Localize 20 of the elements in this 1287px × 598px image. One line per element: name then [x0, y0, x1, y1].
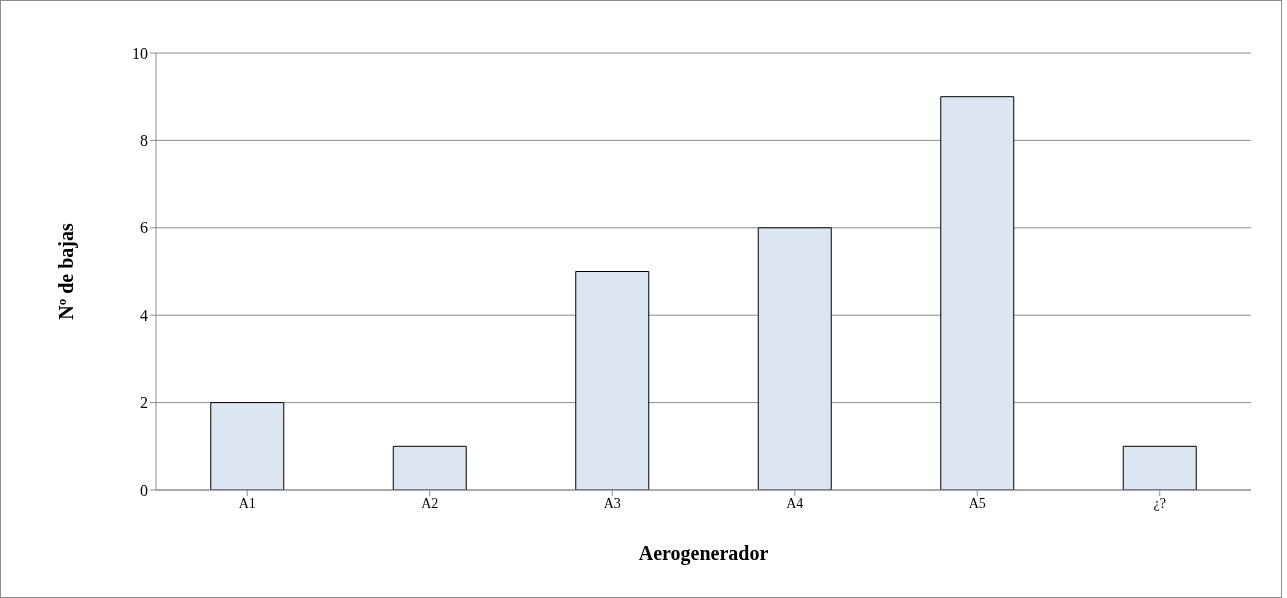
- y-tick-label: 0: [140, 481, 148, 499]
- x-tick-label: A3: [603, 495, 621, 511]
- y-tick-label: 8: [140, 132, 148, 150]
- x-axis-title: Aerogenerador: [638, 542, 769, 565]
- bar: [757, 227, 832, 490]
- x-tick-label: A4: [786, 495, 804, 511]
- y-tick-label: 10: [132, 44, 148, 62]
- y-tick-label: 4: [140, 306, 148, 324]
- bar: [392, 445, 467, 490]
- bar: [1122, 445, 1197, 490]
- x-tick-label: A2: [421, 495, 439, 511]
- bar: [575, 271, 650, 490]
- x-tick-label: A1: [238, 495, 256, 511]
- y-axis-title: Nº de bajas: [55, 222, 79, 320]
- y-tick-label: 2: [140, 394, 148, 412]
- bar: [210, 402, 285, 490]
- x-tick-label: ¿?: [1153, 495, 1166, 511]
- y-tick-label: 6: [140, 219, 148, 237]
- bar: [940, 96, 1015, 490]
- x-tick-label: A5: [968, 495, 986, 511]
